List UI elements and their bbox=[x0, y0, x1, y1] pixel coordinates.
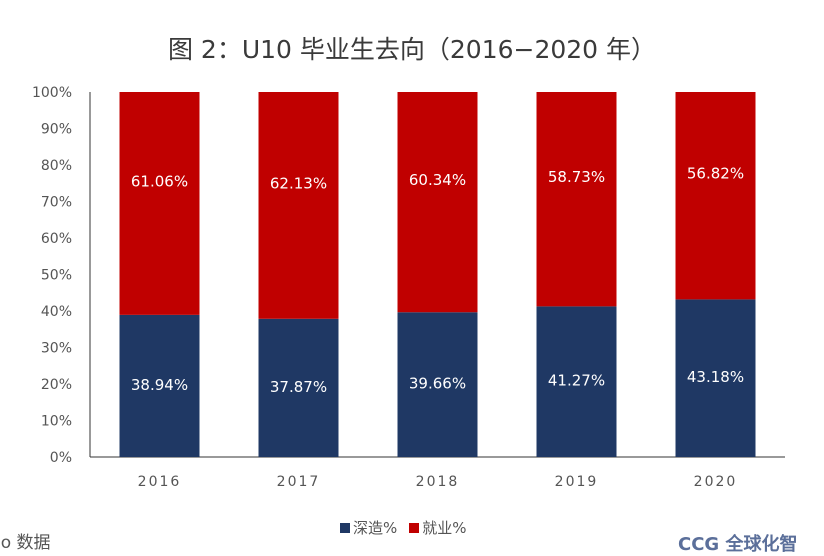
legend-swatch bbox=[409, 523, 420, 533]
data-label: 60.34% bbox=[409, 171, 466, 189]
y-tick-label: 10% bbox=[41, 414, 72, 430]
y-tick-label: 40% bbox=[41, 304, 72, 320]
legend-swatch bbox=[340, 523, 350, 533]
legend: 深造% 就业% bbox=[340, 517, 467, 538]
x-tick-label: 2018 bbox=[416, 474, 460, 490]
y-tick-label: 60% bbox=[41, 231, 72, 247]
y-tick-label: 20% bbox=[41, 377, 72, 393]
y-tick-label: 30% bbox=[41, 341, 72, 357]
bar-segment bbox=[258, 318, 339, 457]
y-tick-label: 90% bbox=[41, 122, 72, 138]
bar-segment bbox=[397, 312, 478, 457]
y-tick-label: 70% bbox=[41, 195, 72, 211]
y-tick-label: 50% bbox=[41, 268, 72, 284]
data-label: 37.87% bbox=[270, 378, 327, 396]
data-label: 58.73% bbox=[548, 168, 605, 186]
x-tick-label: 2017 bbox=[277, 474, 321, 490]
bar-segment bbox=[675, 92, 756, 300]
y-tick-label: 80% bbox=[41, 158, 72, 174]
bar-segment bbox=[675, 299, 756, 457]
data-label: 62.13% bbox=[270, 174, 327, 192]
bar-segment bbox=[258, 92, 339, 319]
data-label: 61.06% bbox=[131, 172, 188, 190]
bar-segment bbox=[119, 314, 200, 457]
data-label: 43.18% bbox=[687, 368, 744, 386]
legend-item-further-study: 深造% bbox=[340, 517, 397, 538]
legend-label: 深造% bbox=[353, 519, 398, 537]
source-note: lo 数据 bbox=[0, 533, 51, 553]
legend-item-employment: 就业% bbox=[409, 517, 467, 538]
y-tick-label: 0% bbox=[50, 450, 72, 466]
bar-segment bbox=[397, 92, 478, 313]
bar-segment bbox=[536, 92, 617, 307]
ccg-logo: CCG 全球化智 bbox=[678, 534, 798, 555]
bar-segment bbox=[536, 306, 617, 457]
data-label: 39.66% bbox=[409, 375, 466, 393]
x-tick-label: 2019 bbox=[555, 474, 599, 490]
x-tick-label: 2016 bbox=[138, 474, 182, 490]
data-label: 38.94% bbox=[131, 376, 188, 394]
data-label: 56.82% bbox=[687, 165, 744, 183]
bar-segment bbox=[119, 92, 200, 315]
x-tick-label: 2020 bbox=[694, 474, 738, 490]
y-tick-label: 100% bbox=[32, 85, 72, 101]
legend-label: 就业% bbox=[422, 519, 467, 537]
chart-title: 图 2：U10 毕业生去向（2016−2020 年） bbox=[167, 35, 657, 64]
data-label: 41.27% bbox=[548, 372, 605, 390]
